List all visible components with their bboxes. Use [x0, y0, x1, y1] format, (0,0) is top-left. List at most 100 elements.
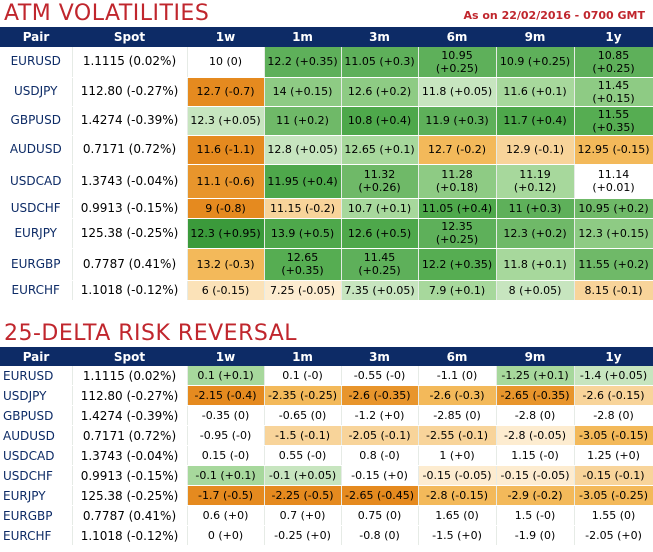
value-text: -2.85 (0) [433, 409, 481, 422]
value-cell: -0.15 (-0.05) [496, 465, 575, 486]
value-text: -0.95 (-0) [199, 429, 252, 442]
col-header-9m: 9m [496, 347, 574, 366]
value-text: -0.8 (0) [359, 529, 400, 542]
value-cell: -2.65 (-0.45) [341, 485, 419, 506]
value-cell: 11.6 (+0.1) [496, 77, 575, 107]
table-row: EURGBP 0.7787 (0.41%) 0.6 (+0) 0.7 (+0) 0.75… [0, 505, 653, 526]
value-text: -1.5 (-0.1) [274, 429, 330, 442]
value-text: -1.4 (+0.05) [579, 369, 648, 382]
value-cell: -0.35 (0) [187, 405, 265, 426]
value-text: -1.5 (+0) [432, 529, 482, 542]
value-text: -2.6 (-0.35) [348, 389, 411, 402]
value-cell: 11.05 (+0.4) [418, 198, 497, 219]
value-text: 11.9 (+0.3) [425, 114, 489, 127]
value-cell: 0.6 (+0) [187, 505, 265, 526]
value-text: -2.65 (-0.35) [500, 389, 570, 402]
value-text: 12.3 (+0.2) [503, 226, 567, 240]
spot-cell: 112.80 (-0.27%) [72, 77, 188, 107]
value-text: 1.65 (0) [435, 509, 479, 522]
value-cell: 11.7 (+0.4) [496, 106, 575, 136]
risk-reversal-table: Pair Spot 1w 1m 3m 6m 9m 1y EURUSD 1.1115… [0, 347, 653, 546]
value-cell: 12.3 (+0.05) [187, 106, 265, 136]
atm-volatilities-title: ATM VOLATILITIES [4, 1, 210, 26]
pair-cell: EURUSD [0, 366, 73, 386]
value-cell: -0.1 (+0.05) [264, 465, 342, 486]
value-text: -0.35 (0) [201, 409, 250, 422]
value-cell: 0.55 (-0) [264, 445, 342, 466]
value-cell: 12.3 (+0.95) [187, 218, 265, 249]
spot-cell: 125.38 (-0.25%) [72, 485, 188, 506]
value-text: 8 (+0.05) [508, 283, 562, 297]
value-cell: 1.65 (0) [418, 505, 497, 526]
pair-cell: USDJPY [0, 77, 73, 107]
value-cell: -2.6 (-0.15) [574, 385, 653, 406]
col-header-1w: 1w [187, 27, 264, 47]
value-text: 12.9 (-0.1) [505, 143, 565, 156]
spot-cell: 0.7171 (0.72%) [72, 135, 188, 165]
value-cell: -0.15 (+0) [341, 465, 419, 486]
value-text: 10.95 (+0.25) [435, 48, 479, 75]
pair-cell: USDCHF [0, 198, 73, 219]
value-text: -0.25 (+0) [274, 529, 331, 542]
value-text: 11.28 (+0.18) [435, 168, 479, 194]
value-cell: 12.9 (-0.1) [496, 135, 575, 165]
value-text: 1.55 (0) [591, 509, 636, 522]
value-text: -3.05 (-0.25) [578, 489, 648, 502]
value-cell: -3.05 (-0.25) [574, 485, 653, 506]
value-cell: 11.15 (-0.2) [264, 198, 342, 219]
rr-header-row: Pair Spot 1w 1m 3m 6m 9m 1y [0, 347, 653, 366]
table-row: USDCAD 1.3743 (-0.04%) 0.15 (-0) 0.55 (-0) 0… [0, 445, 653, 466]
value-text: 8.15 (-0.1) [584, 283, 643, 297]
value-text: -2.05 (-0.1) [348, 429, 411, 442]
value-text: 13.9 (+0.5) [270, 226, 335, 240]
value-cell: 11.28 (+0.18) [418, 164, 497, 199]
value-cell: 11.14 (+0.01) [574, 164, 653, 199]
value-text: 11 (+0.3) [508, 201, 562, 215]
table-row: EURUSD 1.1115 (0.02%) 10 (0) 12.2 (+0.35) 11… [0, 47, 653, 78]
value-text: 0.7 (+0) [279, 509, 326, 522]
value-text: 10 (0) [208, 55, 243, 69]
value-text: 11.05 (+0.3) [344, 55, 415, 69]
value-cell: -2.35 (-0.25) [264, 385, 342, 406]
pair-cell: EURGBP [0, 505, 73, 526]
value-cell: 11.05 (+0.3) [341, 47, 419, 78]
value-cell: -2.8 (-0.15) [418, 485, 497, 506]
spot-cell: 112.80 (-0.27%) [72, 385, 188, 406]
col-header-1y: 1y [574, 27, 653, 47]
value-cell: -0.15 (-0.1) [574, 465, 653, 486]
value-text: 0.75 (0) [357, 509, 402, 522]
pair-cell: EURJPY [0, 218, 73, 249]
value-text: 11.7 (+0.4) [503, 114, 567, 127]
value-cell: -1.5 (+0) [418, 525, 497, 546]
value-text: -2.6 (-0.3) [429, 389, 485, 402]
value-cell: 8 (+0.05) [496, 280, 575, 301]
value-cell: 10.95 (+0.25) [418, 47, 497, 78]
col-header-1m: 1m [264, 27, 341, 47]
value-cell: 1 (+0) [418, 445, 497, 466]
value-cell: -2.8 (0) [574, 405, 653, 426]
value-text: -0.15 (-0.1) [582, 469, 645, 482]
spot-cell: 1.3743 (-0.04%) [72, 445, 188, 466]
value-text: -2.05 (+0) [585, 529, 642, 542]
value-cell: -2.25 (-0.5) [264, 485, 342, 506]
value-cell: 0.1 (-0) [264, 366, 342, 386]
value-cell: 11.8 (+0.1) [496, 248, 575, 281]
spot-cell: 1.1018 (-0.12%) [72, 280, 188, 301]
table-row: USDCHF 0.9913 (-0.15%) -0.1 (+0.1) -0.1 (+0… [0, 465, 653, 486]
value-cell: 1.15 (-0) [496, 445, 575, 466]
col-header-6m: 6m [418, 27, 496, 47]
value-text: 11.55 (+0.35) [592, 107, 635, 134]
table-row: EURCHF 1.1018 (-0.12%) 0 (+0) -0.25 (+0) -0.… [0, 525, 653, 546]
value-cell: 9 (-0.8) [187, 198, 265, 219]
value-text: 11.8 (+0.05) [421, 85, 493, 98]
value-cell: 11.32 (+0.26) [341, 164, 419, 199]
pair-cell: AUDUSD [0, 425, 73, 446]
value-cell: -1.7 (-0.5) [187, 485, 265, 506]
pair-cell: EURGBP [0, 248, 73, 281]
value-cell: 12.6 (+0.2) [341, 77, 419, 107]
value-cell: -1.5 (-0.1) [264, 425, 342, 446]
value-cell: 11.9 (+0.3) [418, 106, 497, 136]
value-cell: -2.6 (-0.35) [341, 385, 419, 406]
pair-cell: EURCHF [0, 525, 73, 546]
value-cell: -1.1 (0) [418, 366, 497, 386]
